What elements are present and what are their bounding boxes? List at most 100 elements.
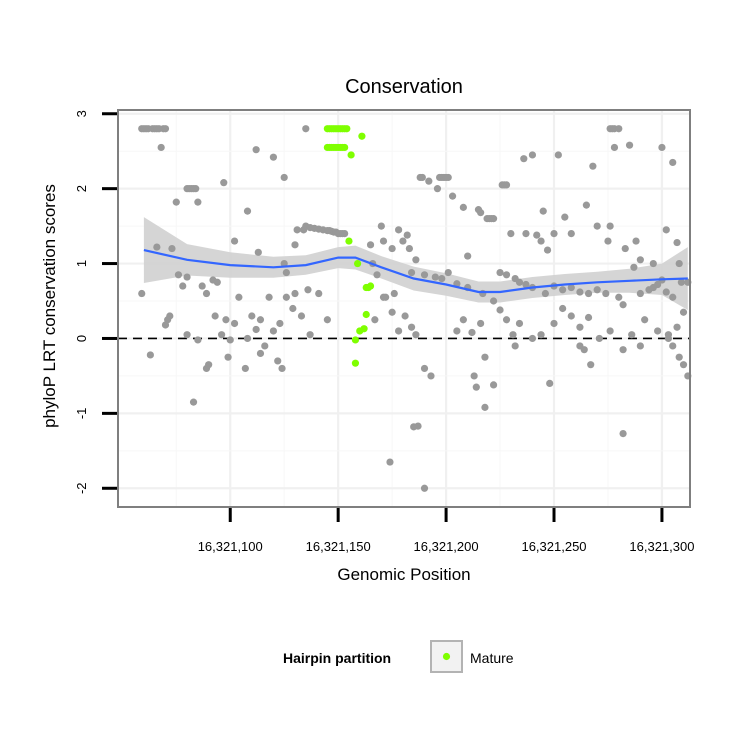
- data-point: [211, 312, 219, 320]
- data-point: [587, 361, 595, 369]
- data-point: [444, 173, 452, 182]
- data-point: [662, 226, 670, 234]
- data-point: [388, 308, 396, 316]
- data-point: [477, 319, 485, 328]
- data-point: [414, 422, 422, 430]
- data-point: [282, 293, 290, 301]
- data-point: [567, 229, 575, 238]
- data-point: [630, 263, 638, 271]
- mature-data-point: [353, 259, 362, 268]
- data-point: [243, 334, 252, 343]
- data-point: [481, 353, 489, 361]
- data-point: [584, 289, 593, 298]
- data-point: [427, 372, 435, 380]
- data-point: [382, 293, 390, 301]
- data-point: [528, 151, 537, 159]
- data-point: [550, 319, 558, 328]
- data-point: [261, 342, 269, 350]
- data-point: [194, 198, 202, 206]
- data-point: [293, 226, 301, 234]
- data-point: [664, 334, 673, 343]
- data-point: [230, 237, 239, 245]
- data-point: [174, 271, 183, 279]
- data-point: [276, 319, 284, 328]
- data-point: [593, 286, 601, 294]
- legend-mature-dot: [442, 652, 451, 661]
- data-point: [304, 286, 312, 294]
- data-point: [230, 319, 239, 328]
- data-point: [388, 244, 396, 253]
- mature-data-point: [341, 143, 349, 152]
- data-point: [420, 484, 429, 492]
- data-point: [539, 207, 547, 215]
- data-point: [379, 237, 388, 245]
- data-point: [306, 331, 314, 339]
- data-point: [224, 353, 232, 361]
- data-point: [433, 185, 442, 193]
- data-point: [604, 237, 612, 245]
- data-point: [675, 259, 683, 268]
- data-point: [582, 201, 590, 209]
- data-point: [589, 162, 597, 170]
- data-point: [593, 222, 601, 230]
- data-point: [179, 282, 187, 290]
- data-point: [554, 151, 562, 159]
- data-point: [459, 316, 467, 324]
- mature-data-point: [351, 336, 360, 344]
- data-point: [669, 342, 677, 350]
- data-point: [390, 289, 398, 298]
- data-point: [241, 364, 249, 373]
- x-tick-label: 16,321,100: [198, 539, 263, 554]
- data-point: [138, 289, 146, 298]
- y-tick-label: 2: [74, 185, 89, 192]
- data-point: [628, 331, 636, 339]
- data-point: [282, 268, 290, 277]
- data-point: [673, 238, 681, 247]
- data-point: [550, 229, 558, 238]
- data-point: [315, 289, 323, 298]
- x-tick-label: 16,321,200: [414, 539, 479, 554]
- data-point: [448, 192, 457, 200]
- data-point: [168, 244, 176, 253]
- data-point: [420, 271, 429, 279]
- data-point: [677, 278, 685, 286]
- data-point: [252, 146, 260, 154]
- data-point: [183, 273, 191, 281]
- data-point: [561, 213, 569, 221]
- data-point: [567, 312, 575, 320]
- data-point: [636, 342, 644, 350]
- data-point: [371, 316, 379, 324]
- data-point: [412, 256, 420, 264]
- data-point: [280, 173, 288, 182]
- data-point: [153, 243, 161, 251]
- data-point: [323, 316, 331, 324]
- data-point: [472, 383, 480, 391]
- data-point: [606, 327, 614, 335]
- data-point: [431, 273, 439, 281]
- data-point: [502, 181, 511, 189]
- mature-data-point: [351, 359, 360, 367]
- data-point: [502, 316, 511, 324]
- mature-data-point: [366, 282, 375, 290]
- data-point: [546, 379, 554, 388]
- data-point: [543, 246, 552, 254]
- data-point: [256, 316, 265, 324]
- data-point: [468, 328, 476, 337]
- mature-data-point: [345, 237, 353, 245]
- data-point: [401, 312, 409, 320]
- data-point: [584, 313, 593, 322]
- data-point: [189, 398, 198, 406]
- data-point: [243, 207, 252, 215]
- data-point: [407, 323, 416, 331]
- mature-data-point: [347, 151, 355, 159]
- data-point: [157, 143, 165, 152]
- data-point: [489, 297, 498, 305]
- mature-data-point: [343, 125, 351, 133]
- y-axis: -2 -1 0 1 2 3: [74, 110, 117, 494]
- data-point: [520, 155, 528, 163]
- data-point: [172, 198, 180, 206]
- x-axis: 16,321,100 16,321,150 16,321,200 16,321,250…: [198, 508, 694, 554]
- data-point: [198, 282, 206, 290]
- data-point: [489, 381, 498, 389]
- data-point: [222, 316, 230, 324]
